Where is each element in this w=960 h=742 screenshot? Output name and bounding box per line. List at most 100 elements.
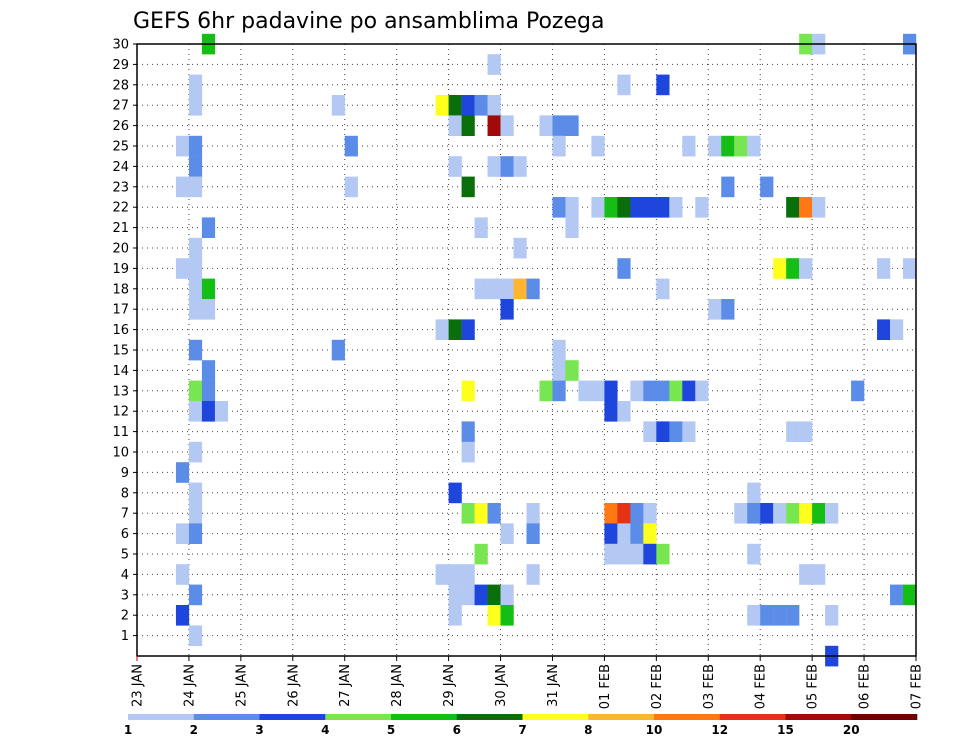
- heatmap-cell: [721, 176, 735, 198]
- heatmap-cell: [773, 503, 787, 524]
- legend-label: 4: [321, 723, 329, 737]
- heatmap-cell: [188, 401, 203, 422]
- heatmap-cell: [188, 482, 203, 504]
- heatmap-cell: [643, 421, 657, 442]
- heatmap-cell: [734, 135, 748, 157]
- heatmap-cell: [175, 176, 190, 198]
- x-tick-label: 07 FEB: [910, 664, 925, 709]
- heatmap-cell: [825, 503, 839, 524]
- legend-swatch: [654, 714, 721, 720]
- heatmap-cell: [214, 401, 229, 422]
- heatmap-cell: [708, 299, 722, 320]
- heatmap-cell: [331, 95, 345, 116]
- heatmap-cell: [760, 605, 774, 626]
- heatmap-cell: [786, 503, 800, 524]
- x-tick-label: 24 JAN: [182, 664, 197, 707]
- heatmap-cell: [552, 135, 566, 157]
- chart-title: GEFS 6hr padavine po ansamblima Pozega: [133, 9, 604, 34]
- legend-label: 3: [255, 723, 263, 737]
- heatmap-cell: [513, 278, 527, 300]
- heatmap-cell: [799, 421, 813, 442]
- legend-swatch: [325, 714, 392, 720]
- heatmap-cell: [552, 197, 566, 218]
- legend-label: 10: [646, 723, 663, 737]
- heatmap-cell: [201, 299, 216, 320]
- heatmap-cell: [643, 380, 657, 402]
- legend-swatch: [391, 714, 458, 720]
- legend-label: 5: [387, 723, 395, 737]
- heatmap-cell: [747, 605, 761, 626]
- heatmap-cell: [630, 543, 644, 565]
- heatmap-cell: [734, 503, 748, 524]
- heatmap-cell: [448, 482, 462, 504]
- heatmap-cell: [604, 380, 618, 402]
- heatmap-cell: [591, 197, 605, 218]
- heatmap-cell: [188, 95, 203, 116]
- heatmap-cell: [669, 197, 683, 218]
- heatmap-cell: [643, 197, 657, 218]
- heatmap-cell: [565, 197, 579, 218]
- heatmap-cell: [487, 503, 501, 524]
- legend-label: 8: [584, 723, 592, 737]
- heatmap-cell: [188, 278, 203, 300]
- heatmap-cell: [578, 380, 592, 402]
- y-tick-label: 16: [112, 323, 129, 338]
- heatmap-cell: [760, 503, 774, 524]
- heatmap-cell: [487, 156, 501, 177]
- heatmap-cell: [188, 441, 203, 463]
- heatmap-cell: [526, 503, 540, 524]
- x-tick-label: 02 FEB: [650, 664, 665, 709]
- heatmap-cell: [188, 156, 203, 177]
- heatmap-cell: [448, 605, 462, 626]
- heatmap-cell: [448, 319, 462, 340]
- y-tick-label: 6: [121, 527, 129, 542]
- heatmap-cell: [487, 115, 501, 136]
- heatmap-cell: [669, 421, 683, 442]
- heatmap-cell: [500, 584, 514, 606]
- heatmap-cell: [201, 401, 216, 422]
- x-tick-label: 27 JAN: [338, 664, 353, 707]
- heatmap-cell: [175, 462, 190, 483]
- y-tick-label: 25: [112, 140, 129, 155]
- heatmap-cell: [799, 564, 813, 585]
- heatmap-cell: [747, 543, 761, 565]
- heatmap-cell: [786, 258, 800, 279]
- heatmap-cell: [656, 421, 670, 442]
- heatmap-cell: [188, 339, 203, 361]
- legend-label: 6: [453, 723, 461, 737]
- heatmap-cell: [552, 360, 566, 381]
- heatmap-cell: [500, 115, 514, 136]
- heatmap-cell: [201, 217, 216, 238]
- legend-swatch: [719, 714, 786, 720]
- heatmap-cell: [643, 503, 657, 524]
- heatmap-cell: [799, 503, 813, 524]
- heatmap-cell: [617, 503, 631, 524]
- heatmap-cell: [435, 95, 449, 116]
- heatmap-cell: [591, 135, 605, 157]
- heatmap-cell: [812, 197, 826, 218]
- x-tick-label: 28 JAN: [390, 664, 405, 707]
- heatmap-cell: [474, 217, 488, 238]
- heatmap-cell: [643, 523, 657, 544]
- heatmap-cell: [526, 564, 540, 585]
- heatmap-cell: [175, 605, 190, 626]
- heatmap-cell: [591, 380, 605, 402]
- heatmap-cell: [500, 299, 514, 320]
- y-tick-label: 30: [112, 38, 129, 53]
- heatmap-cell: [617, 74, 631, 96]
- heatmap-cell: [435, 564, 449, 585]
- heatmap-cell: [175, 523, 190, 544]
- heatmap-cell: [630, 380, 644, 402]
- heatmap-cell: [604, 503, 618, 524]
- heatmap-cell: [461, 380, 475, 402]
- legend-swatch: [851, 714, 918, 720]
- y-tick-label: 18: [112, 282, 129, 297]
- heatmap-cell: [448, 115, 462, 136]
- heatmap-cell: [344, 135, 358, 157]
- heatmap-cell: [656, 74, 670, 96]
- heatmap-cell: [513, 156, 527, 177]
- x-tick-label: 30 JAN: [494, 664, 509, 707]
- y-tick-label: 21: [112, 221, 129, 236]
- heatmap-cell: [201, 380, 216, 402]
